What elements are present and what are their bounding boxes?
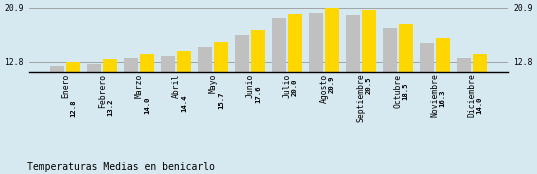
Bar xyxy=(473,54,487,147)
Bar xyxy=(457,58,471,147)
Bar xyxy=(177,51,191,147)
Text: 16.3: 16.3 xyxy=(440,89,446,107)
Bar xyxy=(309,13,323,147)
Text: 17.6: 17.6 xyxy=(255,85,261,103)
Bar xyxy=(346,15,360,147)
Bar xyxy=(436,38,449,147)
Bar xyxy=(288,14,302,147)
Text: 14.0: 14.0 xyxy=(144,96,150,114)
Text: 13.2: 13.2 xyxy=(107,99,113,116)
Bar xyxy=(251,30,265,147)
Bar xyxy=(235,35,249,147)
Text: 20.0: 20.0 xyxy=(292,78,298,96)
Bar xyxy=(420,43,434,147)
Text: 20.9: 20.9 xyxy=(329,76,335,93)
Bar xyxy=(214,42,228,147)
Text: 15.7: 15.7 xyxy=(218,91,224,109)
Bar xyxy=(383,28,397,147)
Text: 12.8: 12.8 xyxy=(70,100,76,117)
Bar xyxy=(362,10,376,147)
Bar xyxy=(325,7,339,147)
Bar xyxy=(272,18,286,147)
Bar xyxy=(399,23,413,147)
Bar xyxy=(161,56,175,147)
Bar xyxy=(88,64,101,147)
Text: 14.4: 14.4 xyxy=(181,95,187,112)
Bar xyxy=(50,66,64,147)
Text: Temperaturas Medias en benicarlo: Temperaturas Medias en benicarlo xyxy=(27,162,215,172)
Bar xyxy=(103,59,117,147)
Text: 18.5: 18.5 xyxy=(403,83,409,100)
Bar xyxy=(198,47,212,147)
Bar xyxy=(124,58,138,147)
Text: 14.0: 14.0 xyxy=(477,96,483,114)
Bar xyxy=(66,62,80,147)
Bar xyxy=(140,54,154,147)
Text: 20.5: 20.5 xyxy=(366,77,372,94)
